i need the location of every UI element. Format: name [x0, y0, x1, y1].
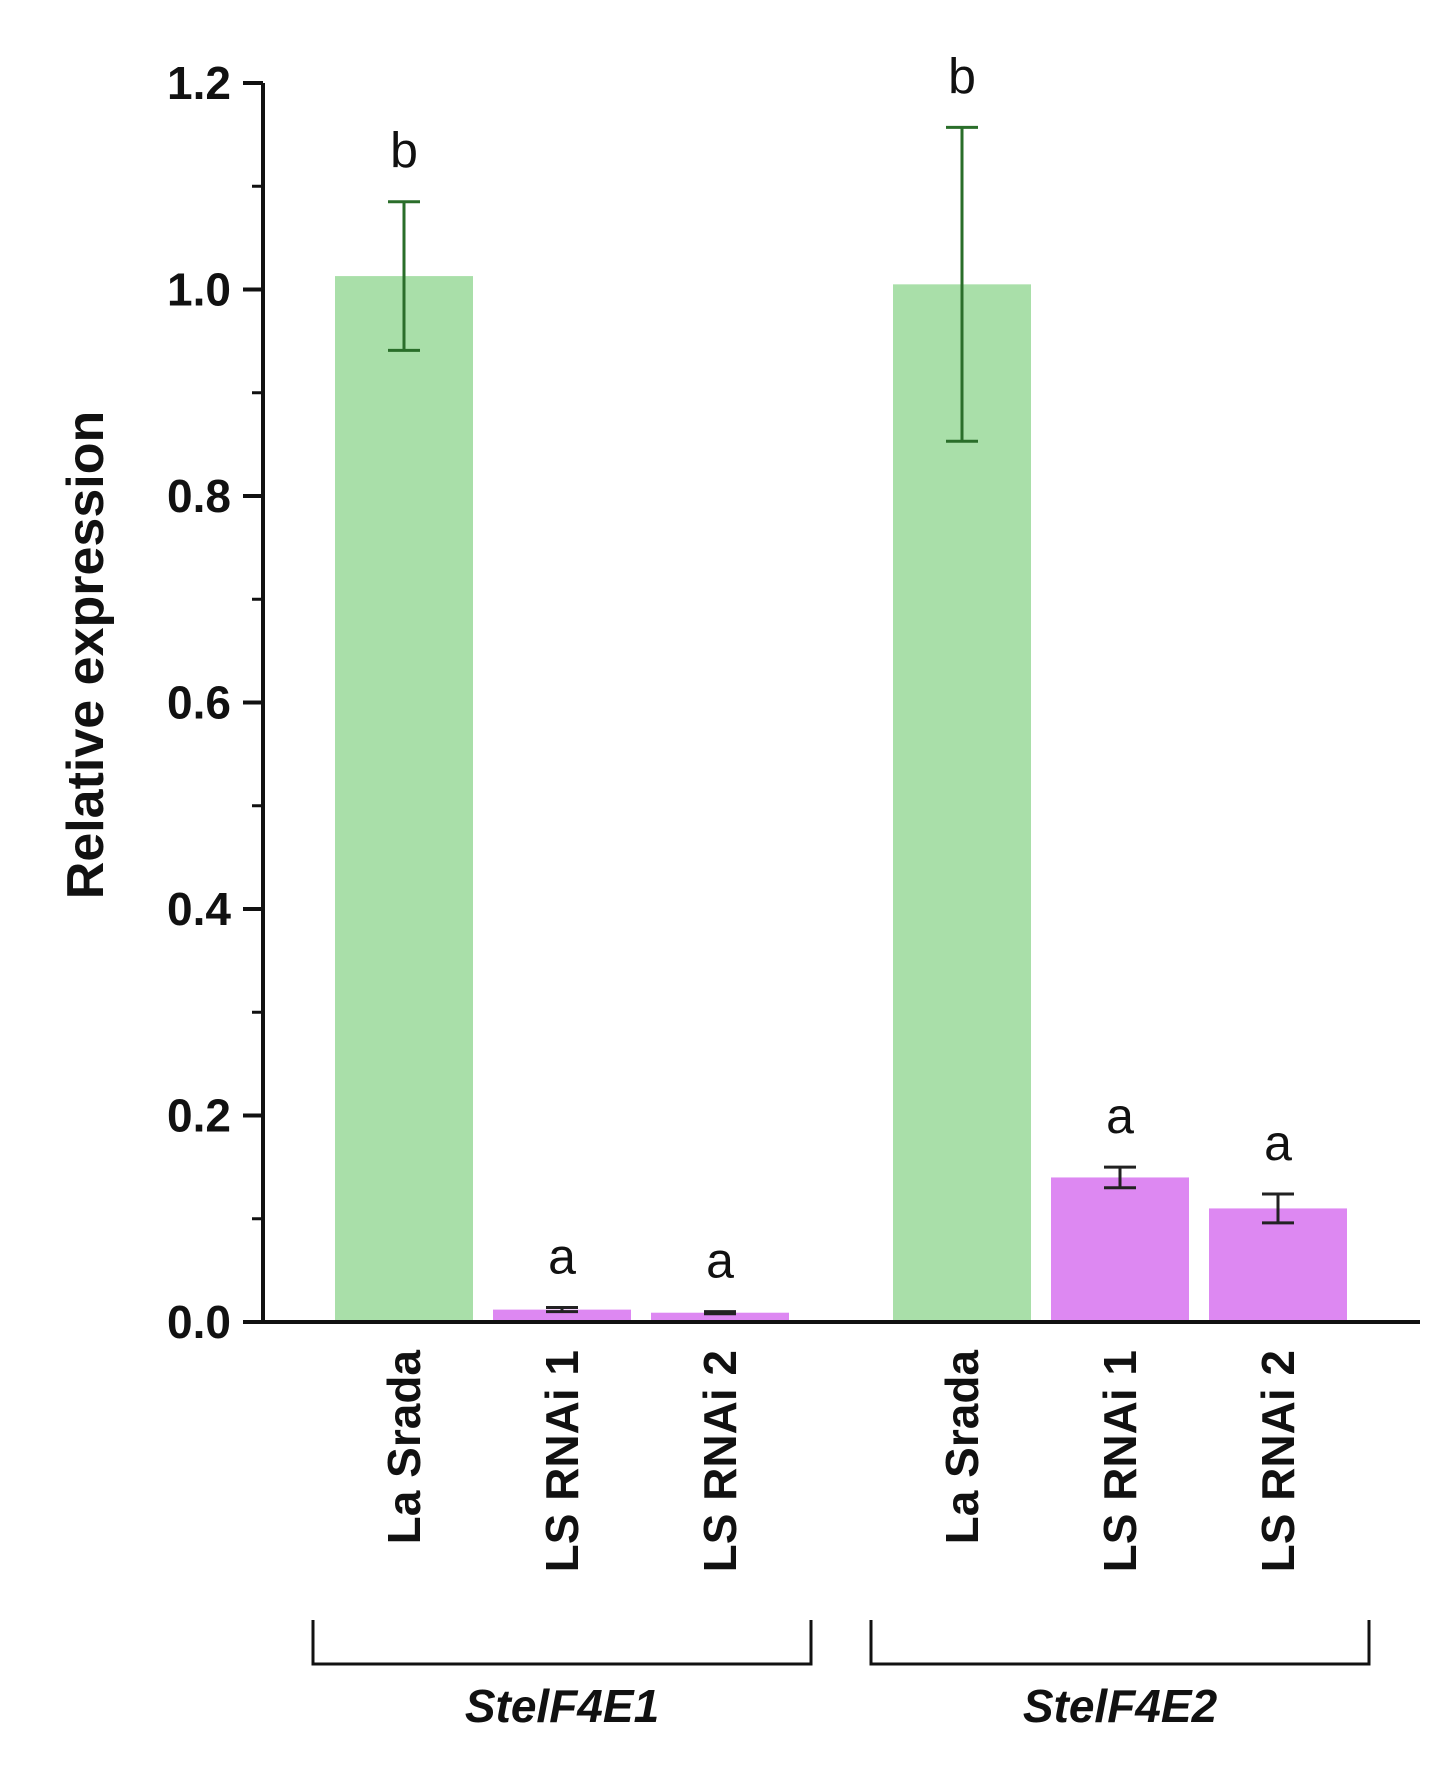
y-tick-label-5: 1.0 — [167, 264, 231, 316]
bar-0-1 — [493, 1309, 631, 1322]
significance-letter-1-1: a — [1106, 1088, 1134, 1144]
y-tick-label-2: 0.4 — [167, 883, 231, 935]
bar-0-2 — [651, 1312, 789, 1322]
significance-letter-1-2: a — [1264, 1115, 1292, 1171]
category-label-1-0: La Srada — [936, 1350, 988, 1545]
bar-1-2 — [1209, 1208, 1347, 1322]
group-label-0: StelF4E1 — [465, 1680, 659, 1732]
group-label-1: StelF4E2 — [1023, 1680, 1218, 1732]
bar-0-0 — [335, 276, 473, 1322]
error-bars-layer — [388, 125, 1294, 1316]
significance-letter-0-0: b — [390, 123, 418, 179]
y-tick-label-0: 0.0 — [167, 1296, 231, 1348]
y-axis-label: Relative expression — [57, 411, 115, 899]
category-label-0-1: LS RNAi 1 — [536, 1350, 588, 1572]
bar-1-1 — [1051, 1177, 1189, 1322]
significance-letter-1-0: b — [948, 48, 976, 104]
significance-letter-0-2: a — [706, 1233, 734, 1289]
bars-layer — [335, 276, 1347, 1322]
axes-layer — [243, 81, 1420, 1666]
group-bracket-1 — [869, 1620, 1371, 1666]
y-tick-label-1: 0.2 — [167, 1090, 231, 1142]
category-label-1-2: LS RNAi 2 — [1252, 1350, 1304, 1572]
group-bracket-0 — [311, 1620, 813, 1666]
category-label-0-0: La Srada — [378, 1350, 430, 1545]
bar-1-0 — [893, 284, 1031, 1322]
significance-letter-0-1: a — [548, 1229, 576, 1285]
labels-layer: b La Srada a LS RNAi 1 a LS RNAi 2 StelF4E1 b La… — [167, 48, 1304, 1732]
y-tick-label-6: 1.2 — [167, 57, 231, 109]
y-tick-label-4: 0.8 — [167, 470, 231, 522]
category-label-0-2: LS RNAi 2 — [694, 1350, 746, 1572]
category-label-1-1: LS RNAi 1 — [1094, 1350, 1146, 1572]
y-tick-label-3: 0.6 — [167, 677, 231, 729]
